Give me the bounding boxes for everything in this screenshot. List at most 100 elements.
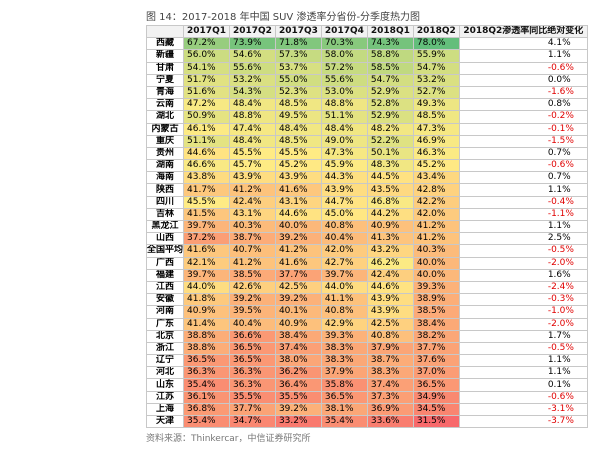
heat-cell: 37.7% bbox=[412, 341, 460, 356]
heat-cell: 49.0% bbox=[320, 134, 368, 148]
heat-cell: 39.2% bbox=[274, 402, 322, 417]
heat-cell: 44.6% bbox=[366, 280, 414, 295]
province-cell: 贵州 bbox=[145, 146, 185, 161]
change-cell: -0.1% bbox=[458, 122, 588, 136]
heat-cell: 37.9% bbox=[366, 341, 414, 356]
change-cell: -1.1% bbox=[458, 207, 588, 222]
heat-cell: 45.9% bbox=[320, 159, 368, 173]
heat-cell: 46.2% bbox=[366, 256, 414, 270]
heat-cell: 38.8% bbox=[183, 341, 230, 356]
table-row: 广西 42.1% 41.2% 41.6% 42.7% 46.2% 40.0% -2.0% bbox=[145, 256, 588, 270]
heat-cell: 51.7% bbox=[183, 73, 230, 87]
heat-cell: 38.2% bbox=[412, 329, 460, 343]
heat-cell: 42.4% bbox=[366, 268, 414, 282]
heat-cell: 34.9% bbox=[412, 390, 460, 404]
province-cell: 湖南 bbox=[145, 159, 185, 173]
heat-cell: 41.6% bbox=[274, 183, 322, 197]
table-row: 上海 36.8% 37.7% 39.2% 38.1% 36.9% 34.5% -3.1% bbox=[145, 402, 588, 417]
heat-cell: 40.1% bbox=[274, 305, 322, 319]
heat-cell: 49.5% bbox=[274, 110, 322, 124]
province-cell: 新疆 bbox=[145, 49, 185, 63]
change-cell: 0.7% bbox=[458, 146, 588, 161]
table-row: 海南 43.8% 43.9% 43.9% 44.3% 44.5% 43.4% 0.7% bbox=[145, 171, 588, 185]
table-row: 新疆 56.0% 54.6% 57.3% 58.0% 58.8% 55.9% 1.1% bbox=[145, 49, 588, 63]
province-cell: 江西 bbox=[145, 280, 185, 295]
heat-cell: 40.3% bbox=[412, 244, 460, 258]
heat-cell: 38.5% bbox=[412, 305, 460, 319]
heat-cell: 44.7% bbox=[320, 195, 368, 209]
table-row: 吉林 41.5% 43.1% 44.6% 45.0% 44.2% 42.0% -1.1% bbox=[145, 207, 588, 222]
change-cell: 4.1% bbox=[458, 37, 588, 51]
heat-cell: 39.7% bbox=[320, 268, 368, 282]
heat-cell: 37.4% bbox=[366, 378, 414, 392]
heat-cell: 43.8% bbox=[183, 171, 230, 185]
table-row: 北京 38.8% 36.6% 38.4% 39.3% 40.8% 38.2% 1.7% bbox=[145, 329, 588, 343]
heat-cell: 38.7% bbox=[228, 232, 276, 246]
heat-cell: 51.6% bbox=[183, 85, 230, 100]
table-body: 西藏 67.2% 73.9% 71.8% 70.3% 74.3% 78.0% 4.1% 新疆 56… bbox=[145, 37, 588, 429]
heat-cell: 36.4% bbox=[274, 378, 322, 392]
table-row: 内蒙古 46.1% 47.4% 48.4% 48.4% 48.2% 47.3% -0.1% bbox=[145, 122, 588, 136]
heat-cell: 43.9% bbox=[274, 171, 322, 185]
heat-cell: 37.0% bbox=[412, 366, 460, 380]
province-cell: 上海 bbox=[145, 402, 185, 417]
heat-cell: 41.3% bbox=[366, 232, 414, 246]
table-row: 江西 44.0% 42.6% 42.5% 44.0% 44.6% 39.3% -2.4% bbox=[145, 280, 588, 295]
heat-cell: 40.8% bbox=[320, 305, 368, 319]
province-cell: 河北 bbox=[145, 366, 185, 380]
heat-cell: 45.5% bbox=[274, 146, 322, 161]
table-row: 四川 45.5% 42.4% 43.1% 44.7% 46.8% 42.2% -0.4% bbox=[145, 195, 588, 209]
heat-cell: 53.2% bbox=[228, 73, 276, 87]
heat-cell: 38.4% bbox=[274, 329, 322, 343]
table-row: 青海 51.6% 54.3% 52.3% 53.0% 52.9% 52.7% -1.6% bbox=[145, 85, 588, 100]
heat-cell: 37.3% bbox=[366, 390, 414, 404]
table-row: 山西 37.2% 38.7% 39.2% 40.4% 41.3% 41.2% 2.5% bbox=[145, 232, 588, 246]
change-cell: -0.6% bbox=[458, 159, 588, 173]
province-cell: 海南 bbox=[145, 171, 185, 185]
heat-cell: 48.5% bbox=[274, 134, 322, 148]
table-row: 陕西 41.7% 41.2% 41.6% 43.9% 43.5% 42.8% 1.1% bbox=[145, 183, 588, 197]
change-cell: 1.1% bbox=[458, 219, 588, 234]
heat-cell: 44.6% bbox=[274, 207, 322, 222]
heat-cell: 39.3% bbox=[412, 280, 460, 295]
heat-cell: 39.7% bbox=[183, 268, 230, 282]
heat-cell: 44.3% bbox=[320, 171, 368, 185]
heat-cell: 42.4% bbox=[228, 195, 276, 209]
heat-cell: 38.5% bbox=[228, 268, 276, 282]
heat-cell: 40.0% bbox=[412, 256, 460, 270]
heat-cell: 42.6% bbox=[228, 280, 276, 295]
figure-title: 图 14：2017-2018 年中国 SUV 渗透率分省份-分季度热力图 bbox=[146, 12, 421, 23]
heat-cell: 54.7% bbox=[412, 61, 460, 75]
province-cell: 吉林 bbox=[145, 207, 185, 222]
heat-cell: 44.2% bbox=[366, 207, 414, 222]
change-cell: -1.5% bbox=[458, 134, 588, 148]
heat-cell: 71.8% bbox=[274, 37, 322, 51]
heat-cell: 48.4% bbox=[320, 122, 368, 136]
heat-cell: 50.9% bbox=[183, 110, 230, 124]
column-header: 2017Q4 bbox=[320, 24, 368, 39]
heat-cell: 41.2% bbox=[412, 232, 460, 246]
heat-cell: 51.1% bbox=[183, 134, 230, 148]
province-cell: 安徽 bbox=[145, 293, 185, 307]
table-row: 安徽 41.8% 39.2% 39.2% 41.1% 43.9% 38.9% -0.3% bbox=[145, 293, 588, 307]
heat-cell: 41.8% bbox=[183, 293, 230, 307]
heat-cell: 47.3% bbox=[320, 146, 368, 161]
heat-cell: 36.5% bbox=[183, 354, 230, 368]
heat-cell: 36.5% bbox=[320, 390, 368, 404]
heat-cell: 40.3% bbox=[228, 219, 276, 234]
heat-cell: 48.8% bbox=[228, 110, 276, 124]
table-row: 浙江 38.8% 36.5% 37.4% 38.3% 37.9% 37.7% -0.5% bbox=[145, 341, 588, 356]
heat-cell: 55.6% bbox=[228, 61, 276, 75]
heat-cell: 46.1% bbox=[183, 122, 230, 136]
heat-cell: 36.9% bbox=[366, 402, 414, 417]
heat-cell: 45.7% bbox=[228, 159, 276, 173]
heat-cell: 52.2% bbox=[366, 134, 414, 148]
province-cell: 北京 bbox=[145, 329, 185, 343]
table-row: 贵州 44.6% 45.5% 45.5% 47.3% 50.1% 46.3% 0.7% bbox=[145, 146, 588, 161]
province-cell: 陕西 bbox=[145, 183, 185, 197]
heat-cell: 40.0% bbox=[412, 268, 460, 282]
heat-cell: 37.9% bbox=[320, 366, 368, 380]
change-cell: -0.5% bbox=[458, 244, 588, 258]
heat-cell: 54.3% bbox=[228, 85, 276, 100]
province-cell: 广东 bbox=[145, 317, 185, 331]
